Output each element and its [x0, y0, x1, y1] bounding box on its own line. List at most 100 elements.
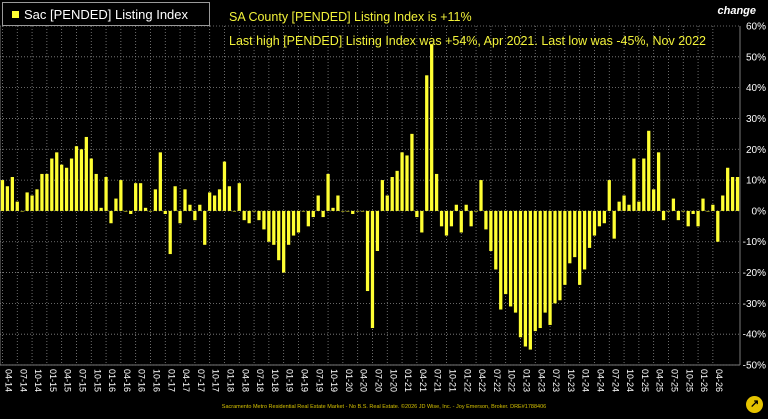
bar-04-24 — [592, 210, 597, 236]
x-tick-label: 01-25 — [640, 369, 650, 392]
bar-11-15 — [94, 173, 98, 211]
bar-03-18 — [232, 210, 236, 212]
bar-10-18 — [267, 210, 271, 242]
bar-06-25 — [661, 210, 666, 221]
x-tick-label: 07-25 — [669, 369, 679, 392]
bar-06-17 — [188, 204, 192, 211]
x-tick-label: 07-23 — [551, 369, 561, 392]
bar-10-20 — [385, 195, 389, 211]
x-tick-label: 10-16 — [151, 369, 161, 392]
x-tick-label: 01-18 — [225, 369, 235, 392]
bar-01-15 — [45, 173, 49, 211]
bar-03-25 — [647, 130, 651, 211]
bar-02-21 — [405, 155, 409, 211]
bar-07-23 — [548, 210, 552, 325]
x-tick-label: 07-20 — [373, 369, 383, 392]
bar-05-14 — [5, 186, 10, 211]
bar-08-21 — [434, 173, 439, 211]
x-tick-label: 07-18 — [255, 369, 265, 392]
x-tick-label: 01-15 — [48, 369, 58, 392]
x-tick-label: 04-17 — [181, 369, 191, 392]
bar-05-24 — [597, 210, 602, 227]
bar-06-21 — [425, 75, 429, 211]
bar-11-25 — [686, 210, 690, 227]
bar-07-21 — [430, 44, 434, 211]
y-tick-label: -30% — [743, 299, 766, 310]
x-tick-label: 04-23 — [536, 369, 546, 392]
bar-01-25 — [637, 201, 641, 211]
bar-09-24 — [617, 201, 621, 211]
bar-06-18 — [247, 210, 251, 224]
bar-05-25 — [656, 152, 661, 211]
y-tick-label: 60% — [746, 22, 766, 33]
legend-label: Sac [PENDED] Listing Index — [24, 7, 189, 22]
bar-04-19 — [296, 210, 301, 233]
headline-high-low: Last high [PENDED] Listing Index was +54… — [229, 34, 706, 48]
y-tick-label: 0% — [752, 206, 767, 217]
x-tick-label: 01-16 — [107, 369, 117, 392]
bar-12-21 — [454, 204, 458, 211]
bar-09-17 — [203, 210, 207, 245]
bar-12-18 — [277, 210, 281, 261]
bar-12-23 — [573, 210, 577, 258]
bar-10-24 — [622, 195, 626, 211]
x-tick-label: 01-20 — [344, 369, 354, 392]
bar-09-14 — [25, 192, 29, 211]
x-tick-label: 01-19 — [285, 369, 295, 392]
bar-11-20 — [390, 177, 394, 211]
bar-05-22 — [479, 180, 483, 211]
bar-06-16 — [129, 210, 133, 214]
bar-03-26 — [706, 210, 710, 212]
bar-10-15 — [89, 158, 93, 211]
bar-08-15 — [79, 149, 84, 211]
bar-07-19 — [311, 210, 315, 218]
x-tick-label: 04-22 — [477, 369, 487, 392]
bar-05-23 — [538, 210, 542, 329]
x-tick-label: 01-26 — [699, 369, 709, 392]
bar-07-25 — [666, 210, 671, 212]
bar-11-24 — [627, 204, 631, 211]
bar-07-16 — [134, 183, 138, 211]
bar-06-19 — [306, 210, 310, 227]
bar-02-15 — [50, 158, 54, 211]
bar-04-20 — [356, 210, 360, 212]
bar-11-23 — [568, 210, 572, 264]
bar-10-25 — [681, 210, 685, 212]
bar-03-17 — [173, 186, 177, 211]
bar-undefined — [735, 177, 740, 211]
bar-04-15 — [60, 164, 64, 211]
bar-09-25 — [676, 210, 680, 221]
bar-05-21 — [420, 210, 424, 233]
bar-09-23 — [558, 210, 562, 301]
bar-undefined — [726, 167, 730, 211]
x-tick-label: 07-16 — [137, 369, 147, 392]
x-tick-label: 04-16 — [122, 369, 132, 392]
bar-08-17 — [198, 204, 202, 211]
y-axis-title: change — [717, 5, 756, 17]
bar-08-14 — [20, 210, 24, 212]
x-tick-label: 04-26 — [714, 369, 724, 392]
x-tick-label: 01-22 — [462, 369, 472, 392]
bar-04-26 — [711, 204, 715, 211]
x-tick-label: 04-15 — [63, 369, 73, 392]
bar-10-22 — [504, 210, 508, 295]
x-tick-label: 01-24 — [581, 369, 591, 392]
bar-08-19 — [316, 195, 320, 211]
x-tick-label: 07-24 — [610, 369, 620, 392]
x-tick-label: 04-21 — [418, 369, 428, 392]
arrow-logo-icon: ↗ — [750, 398, 760, 410]
legend: Sac [PENDED] Listing Index — [2, 2, 210, 26]
bar-06-15 — [69, 158, 74, 211]
bar-03-22 — [469, 210, 473, 227]
y-tick-label: -50% — [743, 361, 766, 372]
bar-12-24 — [632, 158, 636, 211]
bar-06-20 — [365, 210, 370, 292]
bar-undefined — [730, 177, 735, 211]
x-tick-label: 10-22 — [507, 369, 517, 392]
y-tick-label: 30% — [746, 114, 766, 125]
x-tick-label: 01-23 — [521, 369, 531, 392]
x-axis: 04-14 07-14 10-14 01-15 04-15 07-15 10-15 01-16… — [3, 369, 723, 392]
bar-05-20 — [360, 210, 365, 212]
bar-01-23 — [518, 210, 523, 338]
x-tick-label: 07-19 — [314, 369, 324, 392]
